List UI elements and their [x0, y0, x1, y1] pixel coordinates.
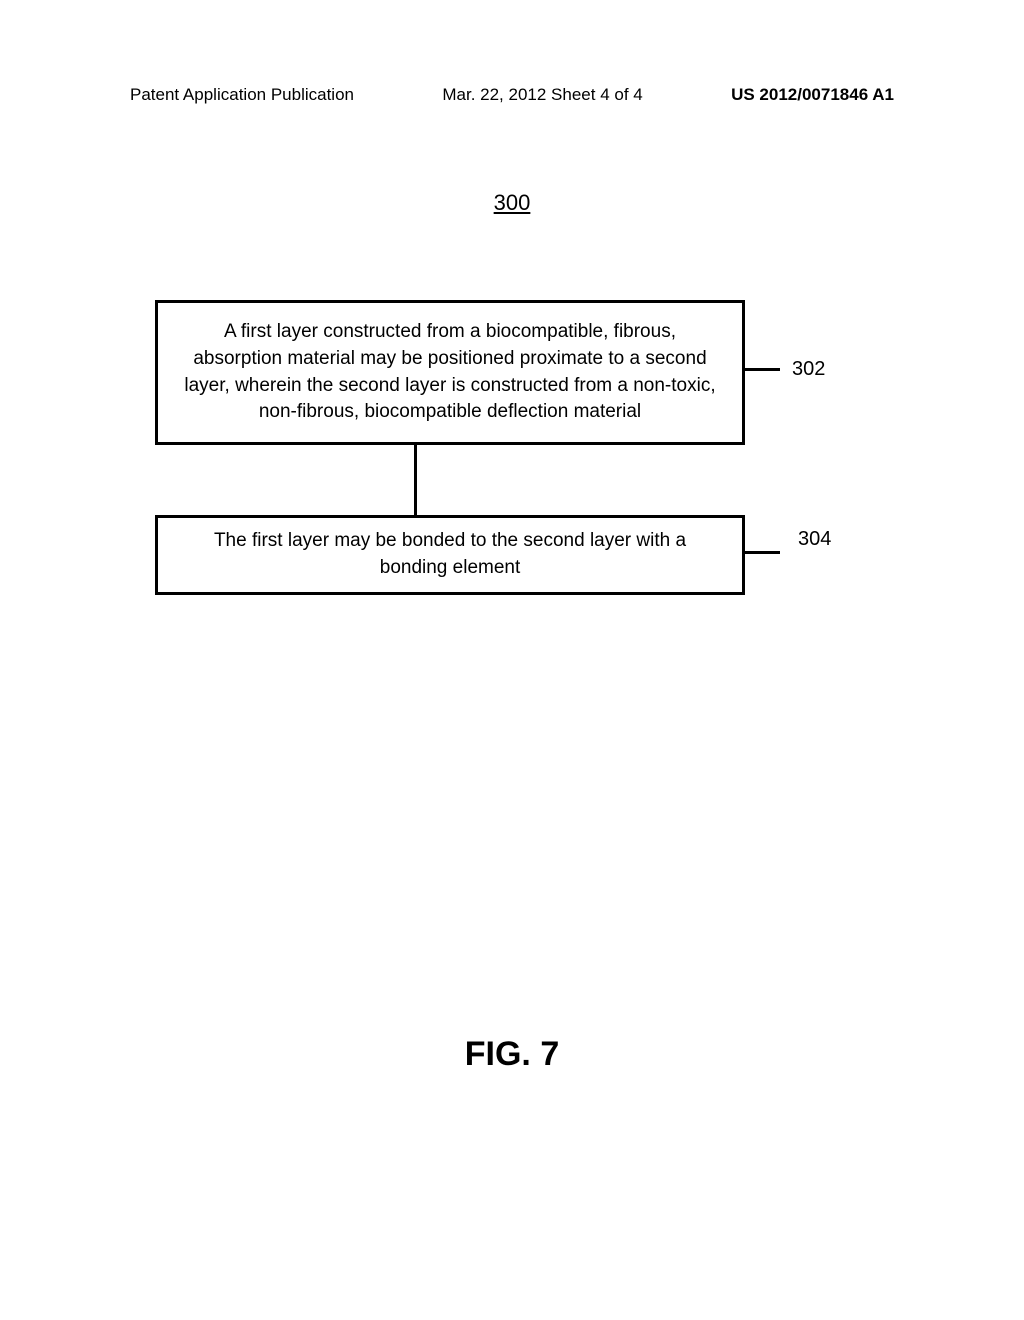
flowchart-connector	[414, 445, 417, 515]
figure-title: FIG. 7	[0, 1035, 1024, 1074]
flowchart-box-1: A first layer constructed from a biocomp…	[155, 300, 745, 445]
flowchart-box-2-text: The first layer may be bonded to the sec…	[182, 528, 718, 581]
label-text-1: 302	[792, 358, 825, 381]
label-line-2	[745, 551, 780, 554]
document-header: Patent Application Publication Mar. 22, …	[0, 85, 1024, 105]
flowchart-box-1-text: A first layer constructed from a biocomp…	[182, 319, 718, 425]
header-patent-number: US 2012/0071846 A1	[731, 85, 894, 105]
figure-number: 300	[0, 190, 1024, 216]
label-line-1	[745, 368, 780, 371]
header-date-sheet: Mar. 22, 2012 Sheet 4 of 4	[442, 85, 642, 105]
flowchart-box-2: The first layer may be bonded to the sec…	[155, 515, 745, 595]
header-publication: Patent Application Publication	[130, 85, 354, 105]
label-text-2: 304	[798, 528, 831, 551]
flowchart-container: A first layer constructed from a biocomp…	[155, 300, 745, 595]
